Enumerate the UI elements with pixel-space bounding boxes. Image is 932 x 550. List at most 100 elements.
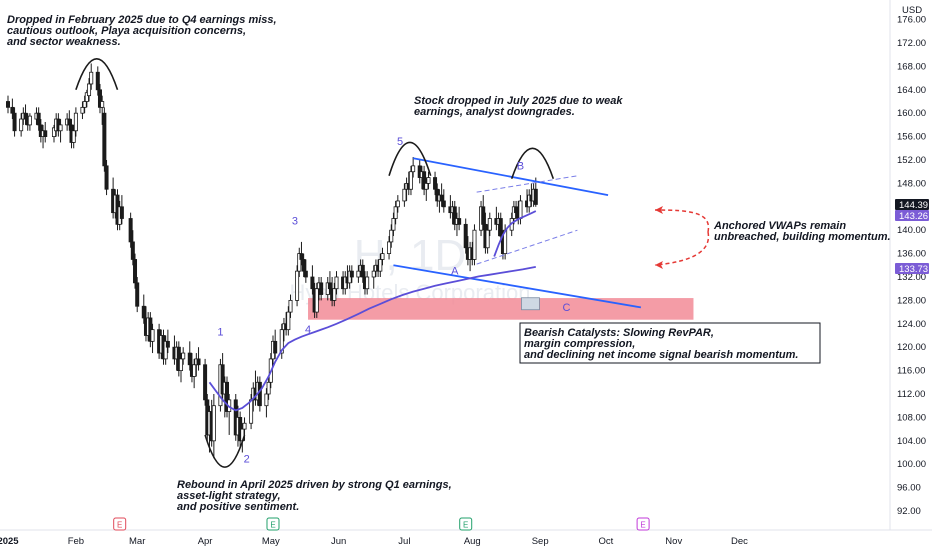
candle-up — [356, 270, 361, 278]
candle-down — [43, 130, 48, 137]
candle-up — [395, 200, 400, 208]
candle-down — [141, 305, 146, 319]
earnings-marker-label: E — [270, 521, 275, 530]
price-tick-label: 168.00 — [897, 61, 926, 72]
note-catalysts-line: margin compression, — [524, 338, 635, 350]
price-tick-label: 92.00 — [897, 506, 921, 517]
candle-up — [365, 276, 370, 290]
note-feb-drop: Dropped in February 2025 due to Q4 earni… — [7, 14, 277, 48]
candle-down — [463, 223, 468, 249]
candle-down — [67, 118, 72, 126]
time-tick-label: 2025 — [0, 536, 19, 547]
price-tick-label: 148.00 — [897, 178, 926, 189]
candle-up — [73, 112, 78, 132]
wave-label-2: 2 — [244, 453, 250, 465]
candle-up — [485, 229, 490, 249]
time-tick-label: Feb — [68, 536, 84, 547]
demand-zone — [308, 297, 694, 320]
price-badge-value: 133.73 — [899, 264, 928, 275]
arrowhead-upper — [655, 206, 663, 214]
candle-down — [36, 112, 41, 126]
earnings-marker — [459, 517, 473, 531]
candle-down — [10, 106, 15, 114]
earnings-marker — [266, 517, 280, 531]
price-tick-label: 112.00 — [897, 389, 925, 400]
candle-up — [51, 127, 56, 137]
cycle-arc-3 — [388, 141, 432, 177]
candle-up — [402, 188, 407, 202]
candle-down — [319, 282, 324, 295]
candle-down — [310, 276, 315, 290]
earnings-marker-label: E — [117, 521, 122, 530]
price-badge-bg — [895, 199, 929, 210]
time-tick-label: Jun — [331, 536, 346, 547]
price-tick-label: 128.00 — [897, 295, 926, 306]
candle-up — [19, 118, 24, 132]
time-tick-label: Oct — [598, 536, 613, 547]
price-tick-label: 156.00 — [897, 132, 926, 143]
wave-label-3: 3 — [292, 215, 298, 227]
candlestick-series — [6, 63, 538, 459]
note-april-rebound: Rebound in April 2025 driven by strong Q… — [177, 479, 452, 513]
price-tick-label: 108.00 — [897, 412, 926, 423]
candle-down — [196, 358, 201, 366]
candle-down — [12, 112, 17, 132]
candle-down — [97, 89, 102, 108]
candle-down — [303, 270, 308, 278]
wave-label-c: C — [562, 302, 570, 314]
earnings-marker-label: E — [463, 521, 468, 530]
candle-down — [102, 112, 107, 167]
candle-up — [332, 288, 337, 301]
wave-label-b: B — [517, 160, 524, 172]
price-tick-label: 172.00 — [897, 38, 926, 49]
price-badge-value: 144.39 — [899, 200, 928, 211]
channel-upper-line — [476, 175, 578, 193]
note-july-drop: Stock dropped in July 2025 due to weak ea… — [414, 95, 623, 118]
earnings-marker-label: E — [640, 521, 645, 530]
candle-down — [165, 340, 170, 348]
time-axis[interactable]: 2025 Feb Mar Apr May Jun Jul Aug Sep Oct Nov Dec — [0, 529, 932, 547]
candle-down — [119, 206, 124, 219]
candle-up — [389, 229, 394, 243]
candle-up — [286, 311, 291, 331]
candle-up — [387, 241, 392, 254]
candle-up — [518, 200, 523, 219]
bank-icon — [521, 297, 540, 311]
price-tick-label: 152.00 — [897, 155, 926, 166]
arrow-to-lower-vwap — [654, 231, 710, 266]
price-tick-label: 96.00 — [897, 483, 921, 494]
candle-up — [27, 115, 32, 126]
candle-down — [257, 381, 262, 407]
time-tick-label: Nov — [665, 536, 682, 547]
candle-up — [150, 329, 155, 342]
earnings-marker — [113, 517, 127, 531]
arrowhead-lower — [655, 261, 663, 269]
candle-up — [211, 405, 216, 442]
currency-label: USD — [902, 5, 922, 16]
candle-up — [411, 165, 416, 173]
price-tick-label: 136.00 — [897, 249, 926, 260]
candle-up — [89, 71, 94, 85]
candle-up — [82, 101, 87, 108]
candle-up — [249, 399, 254, 424]
vwap-line-2 — [493, 210, 537, 257]
candle-up — [380, 253, 385, 260]
note-catalysts-line: Bearish Catalysts: Slowing RevPAR, — [524, 327, 714, 339]
candle-down — [135, 282, 140, 307]
candle-up — [279, 329, 284, 354]
note-catalysts-line: and declining net income signal bearish … — [524, 349, 798, 361]
candle-down — [514, 206, 519, 214]
time-tick-label: May — [262, 536, 280, 547]
note-feb-drop-line: Dropped in February 2025 due to Q4 earni… — [7, 14, 277, 26]
note-april-rebound-line: asset-light strategy, — [177, 490, 281, 502]
demand-zone-rect — [308, 298, 694, 320]
candle-up — [371, 270, 376, 278]
candle-up — [378, 259, 383, 272]
channel-lower-line — [476, 229, 578, 265]
text-annotations: Dropped in February 2025 due to Q4 earni… — [7, 14, 891, 513]
candle-up — [84, 92, 89, 102]
price-axis[interactable]: USD 92.00 96.00 100.00 104.00 108.00 112.00 116… — [889, 0, 929, 530]
vwap-line-1 — [208, 266, 536, 412]
note-vwap: Anchored VWAPs remain unbreached, buildin… — [713, 220, 891, 243]
